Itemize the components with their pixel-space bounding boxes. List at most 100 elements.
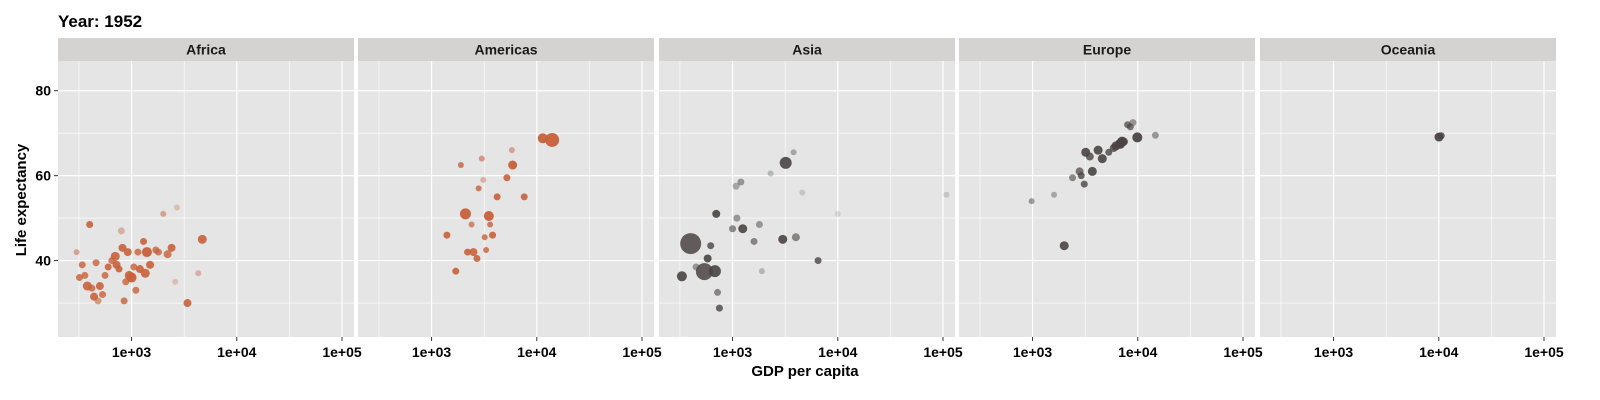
data-point — [140, 237, 148, 245]
data-point — [707, 242, 715, 250]
facet-asia: Asia — [659, 38, 955, 337]
facet-strip — [358, 38, 654, 61]
panel-background — [1260, 61, 1556, 337]
x-tick-label: 1e+05 — [622, 344, 662, 360]
x-axis-europe: 1e+03 1e+04 1e+05 — [1013, 337, 1263, 360]
data-point — [120, 297, 128, 305]
data-point — [1051, 191, 1058, 198]
data-point — [195, 270, 202, 277]
data-point — [88, 284, 96, 292]
data-point — [473, 254, 481, 262]
y-tick-label: 40 — [35, 253, 51, 269]
y-axis: 40 60 80 — [35, 83, 58, 269]
data-point — [834, 210, 841, 217]
data-point — [117, 227, 125, 235]
x-tick-label: 1e+03 — [1013, 344, 1053, 360]
chart-title: Year: 1952 — [58, 12, 142, 31]
data-point — [1059, 241, 1069, 251]
panel-background — [58, 61, 354, 337]
data-point — [475, 185, 482, 192]
x-axis-oceania: 1e+03 1e+04 1e+05 — [1314, 337, 1564, 360]
facet-strip-label: Oceania — [1381, 42, 1436, 58]
data-point — [160, 210, 167, 217]
x-tick-label: 1e+03 — [713, 344, 753, 360]
data-point — [1105, 148, 1113, 156]
data-point — [146, 260, 155, 269]
data-point — [1080, 180, 1088, 188]
data-point — [729, 225, 737, 233]
data-points — [73, 204, 207, 308]
x-tick-label: 1e+04 — [517, 344, 557, 360]
data-point — [715, 304, 723, 312]
data-point — [703, 254, 712, 263]
data-point — [943, 191, 950, 198]
data-point — [1132, 132, 1143, 143]
data-points — [1434, 132, 1445, 142]
data-point — [459, 208, 471, 220]
data-point — [1069, 174, 1077, 182]
data-point — [172, 278, 179, 285]
x-tick-label: 1e+05 — [1223, 344, 1263, 360]
data-points — [1028, 119, 1159, 251]
x-tick-label: 1e+04 — [818, 344, 858, 360]
facet-strip-label: Europe — [1083, 42, 1131, 58]
data-point — [468, 221, 475, 228]
data-point — [1028, 198, 1035, 205]
facet-oceania: Oceania — [1260, 38, 1556, 337]
x-axis-africa: 1e+03 1e+04 1e+05 — [112, 337, 362, 360]
data-point — [163, 250, 172, 259]
data-point — [75, 274, 83, 282]
data-point — [508, 147, 515, 154]
facet-strip — [959, 38, 1255, 61]
data-point — [154, 248, 162, 256]
x-axis-title: GDP per capita — [751, 363, 859, 380]
data-point — [695, 263, 713, 281]
data-point — [680, 233, 702, 255]
data-point — [545, 132, 560, 147]
data-point — [1151, 131, 1159, 139]
data-point — [452, 267, 460, 275]
data-point — [779, 156, 792, 169]
x-tick-label: 1e+05 — [1524, 344, 1564, 360]
data-point — [141, 247, 152, 258]
data-point — [790, 149, 797, 156]
y-tick-label: 60 — [35, 168, 51, 184]
data-point — [489, 231, 497, 239]
data-point — [483, 210, 494, 221]
data-point — [738, 224, 748, 234]
data-point — [94, 297, 102, 305]
data-point — [95, 282, 104, 291]
data-point — [481, 234, 488, 241]
data-point — [457, 162, 464, 169]
x-tick-label: 1e+05 — [322, 344, 362, 360]
data-point — [92, 259, 100, 267]
data-point — [778, 234, 788, 244]
x-tick-label: 1e+03 — [412, 344, 452, 360]
data-point — [469, 248, 478, 257]
data-point — [73, 249, 80, 256]
facet-strip-label: Asia — [792, 42, 822, 58]
x-tick-label: 1e+04 — [217, 344, 257, 360]
x-axis-americas: 1e+03 1e+04 1e+05 — [412, 337, 662, 360]
data-point — [1129, 119, 1137, 127]
data-point — [104, 263, 112, 271]
data-point — [732, 182, 740, 190]
data-point — [712, 209, 721, 218]
data-point — [123, 248, 132, 257]
panel-background — [659, 61, 955, 337]
data-point — [520, 193, 528, 201]
data-point — [1093, 145, 1103, 155]
x-tick-label: 1e+04 — [1419, 344, 1459, 360]
data-point — [737, 178, 745, 186]
data-point — [464, 248, 472, 256]
gridlines — [659, 61, 955, 337]
data-point — [167, 243, 176, 252]
data-point — [714, 288, 722, 296]
data-point — [487, 221, 494, 228]
facet-africa: Africa — [58, 38, 354, 337]
data-point — [110, 251, 120, 261]
x-axis-asia: 1e+03 1e+04 1e+05 — [713, 337, 963, 360]
facet-panels: Africa Americas Asia Europe Oceania — [58, 38, 1556, 337]
data-point — [443, 231, 451, 239]
